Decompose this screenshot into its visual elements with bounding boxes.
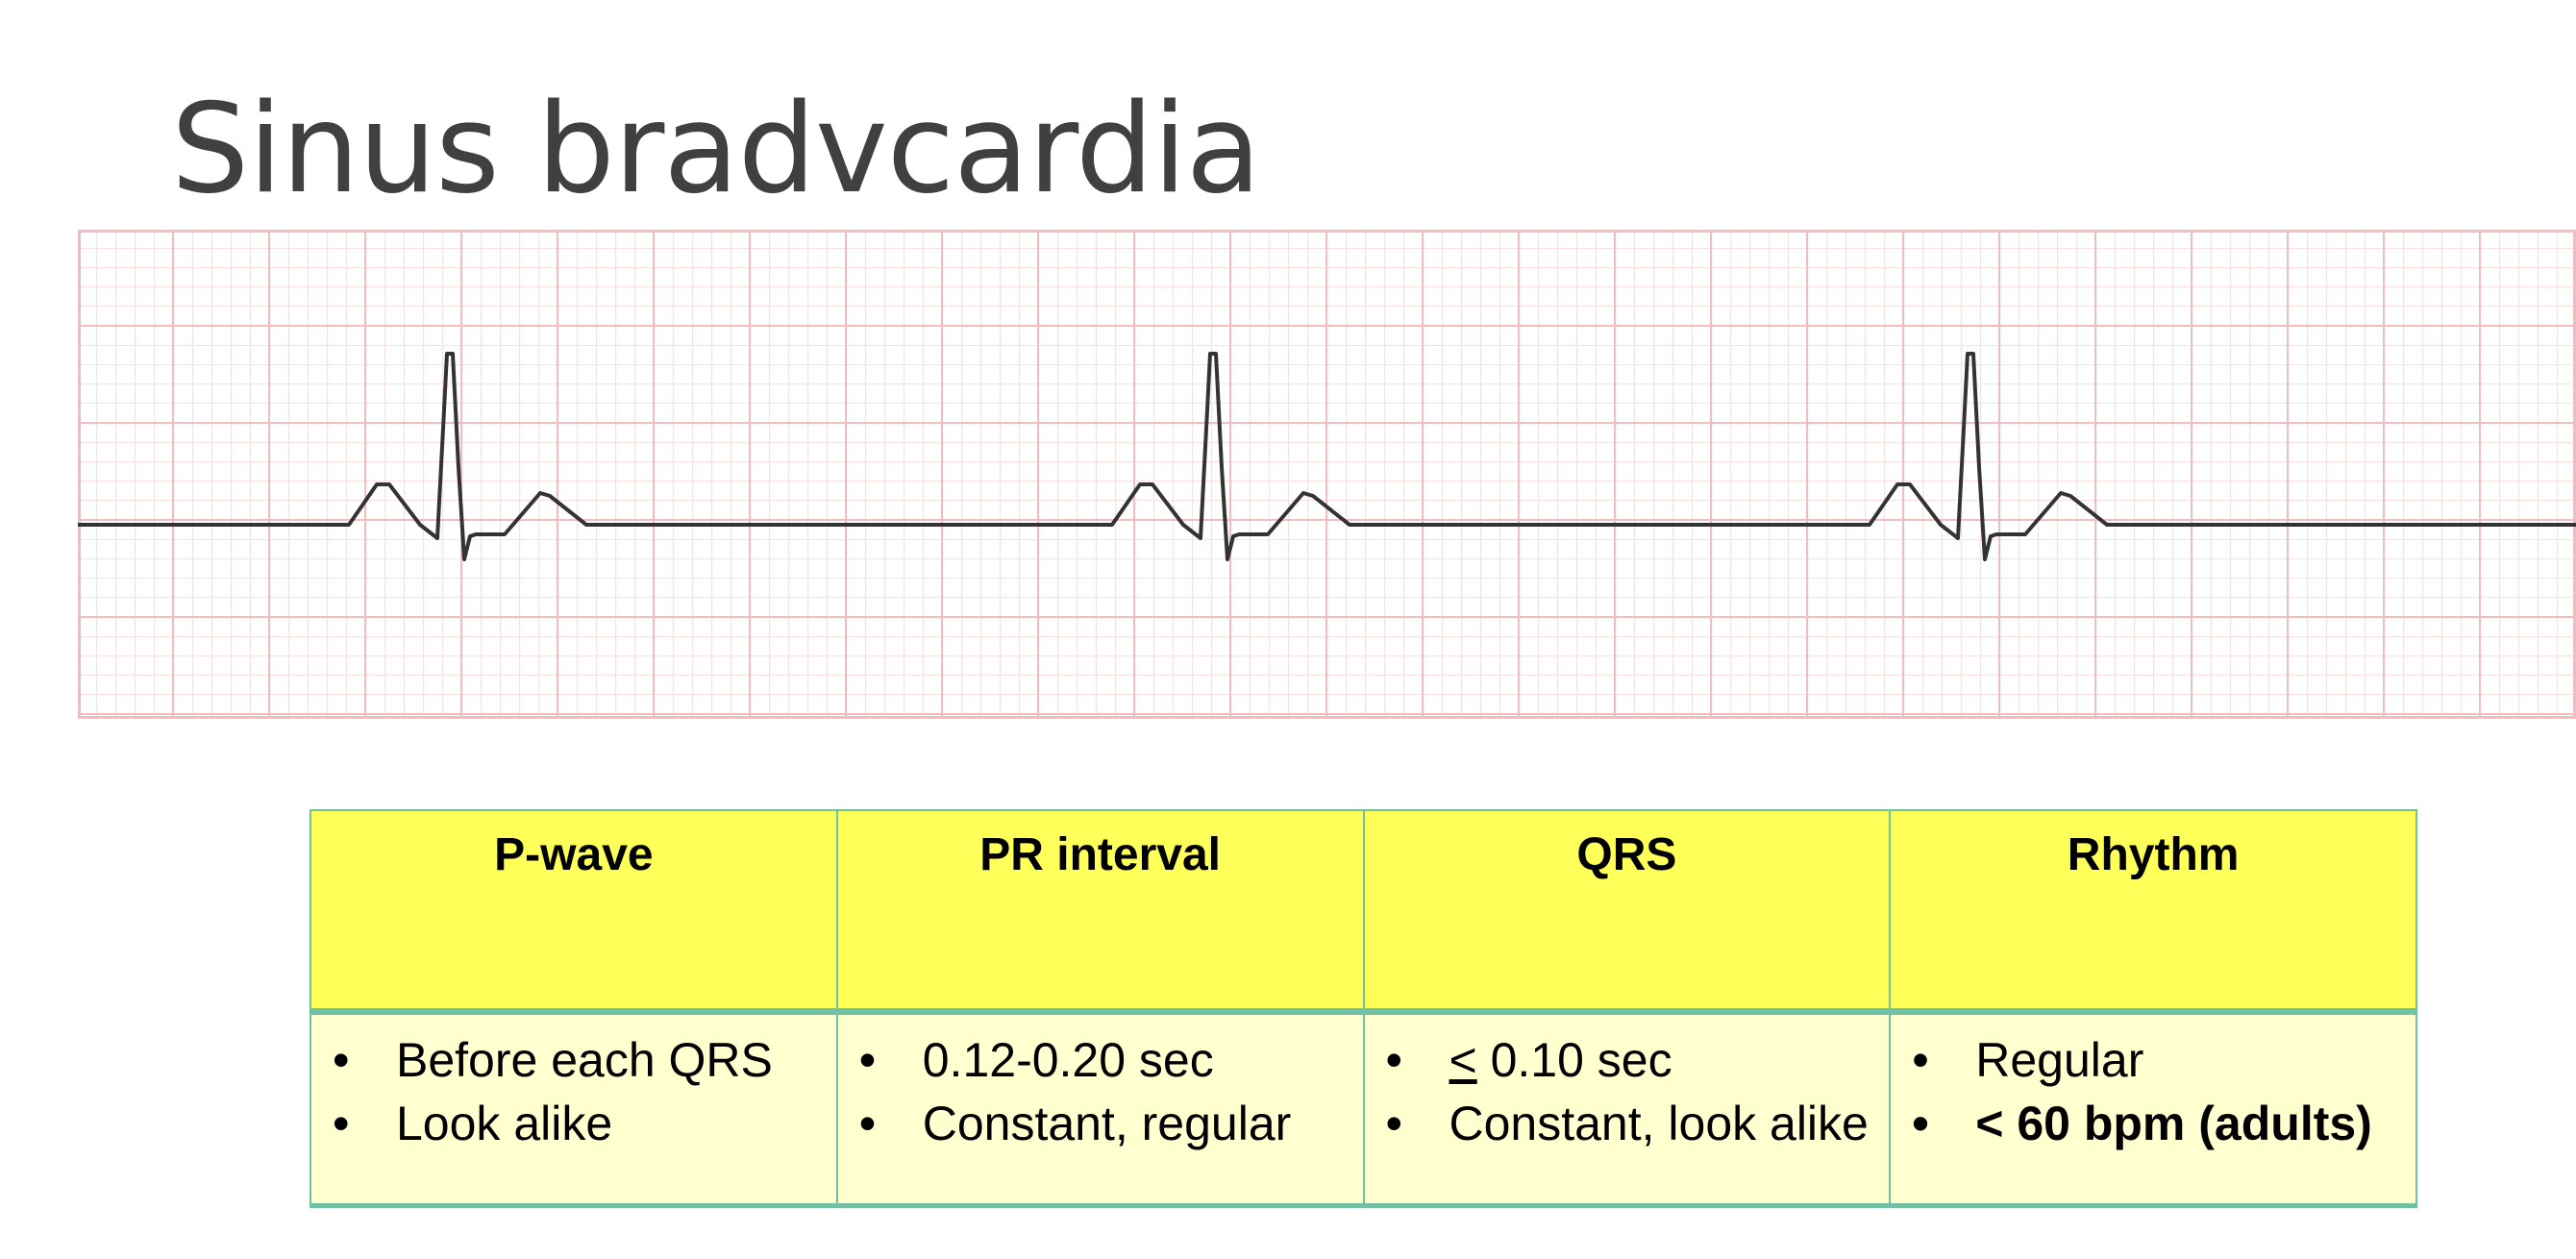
header-pr-interval: PR interval [835, 809, 1365, 1015]
list-item: < 0.10 sec [1375, 1028, 1880, 1092]
list-item: Look alike [321, 1092, 827, 1155]
list-item: Regular [1900, 1028, 2406, 1092]
header-p-wave: P-wave [310, 809, 838, 1015]
cell-qrs: < 0.10 sec Constant, look alike [1362, 1010, 1892, 1208]
rhythm-criteria-table: P-wave PR interval QRS Rhythm Before eac… [310, 809, 2417, 1208]
cell-pr-interval: 0.12-0.20 sec Constant, regular [835, 1010, 1365, 1208]
cell-p-wave: Before each QRS Look alike [310, 1010, 838, 1208]
header-rhythm: Rhythm [1889, 809, 2417, 1015]
cell-rhythm: Regular < 60 bpm (adults) [1889, 1010, 2417, 1208]
less-equal-symbol: < [1449, 1033, 1477, 1087]
list-item: 0.12-0.20 sec [848, 1028, 1353, 1092]
slide-title: Sinus bradvcardia [171, 78, 1261, 221]
header-qrs: QRS [1362, 809, 1892, 1015]
list-item: < 60 bpm (adults) [1900, 1092, 2406, 1155]
ecg-trace [78, 352, 2576, 561]
ecg-rhythm-strip [78, 230, 2576, 719]
list-item: Constant, look alike [1375, 1092, 1880, 1155]
list-item: Constant, regular [848, 1092, 1353, 1155]
list-item: Before each QRS [321, 1028, 827, 1092]
qrs-duration: 0.10 sec [1476, 1033, 1672, 1087]
ecg-grid [78, 230, 2576, 719]
